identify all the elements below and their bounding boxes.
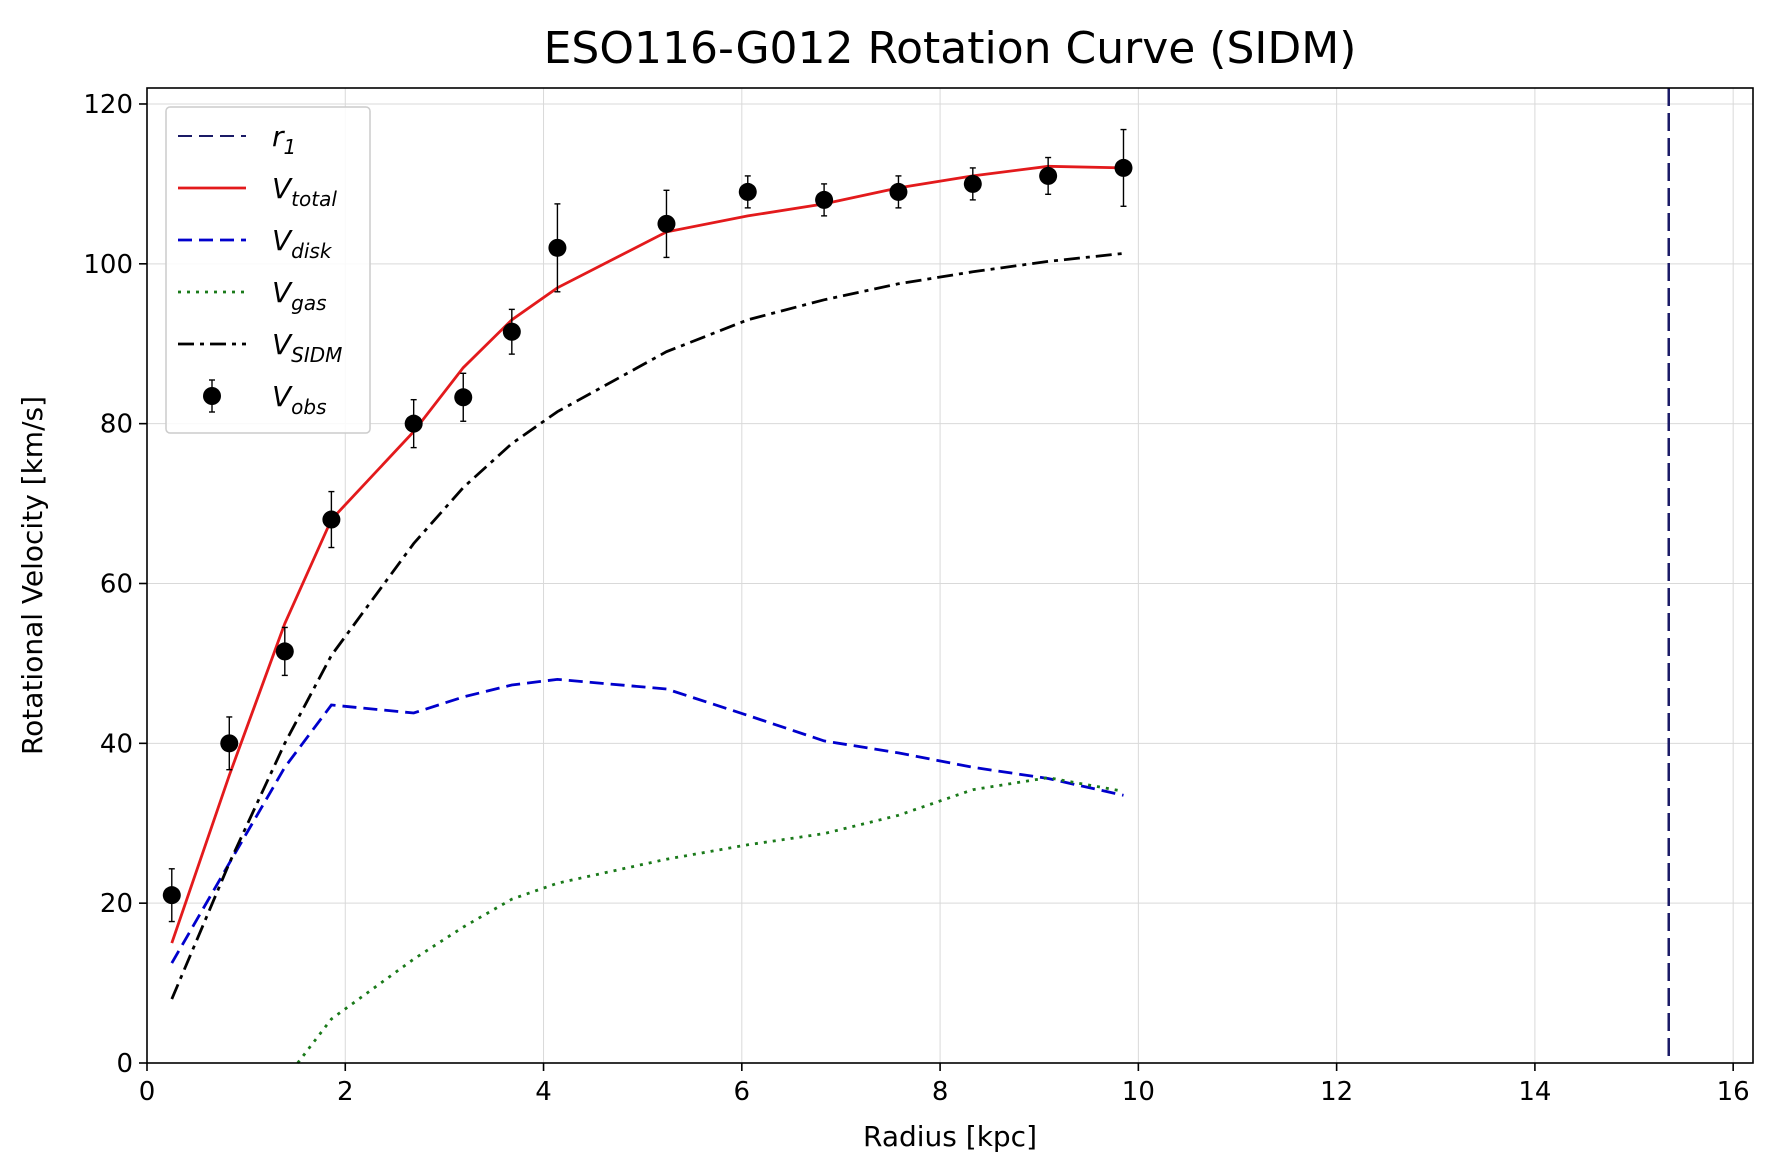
vobs-marker bbox=[815, 190, 834, 209]
vobs-point bbox=[815, 183, 834, 217]
legend-label: Vobs bbox=[272, 380, 327, 419]
y-tick-label: 60 bbox=[100, 569, 133, 599]
x-tick-label: 4 bbox=[535, 1077, 552, 1107]
legend-label-sub: SIDM bbox=[291, 343, 342, 367]
y-tick-label: 120 bbox=[83, 90, 133, 120]
x-tick-label: 10 bbox=[1122, 1077, 1155, 1107]
x-axis-label: Radius [kpc] bbox=[863, 1120, 1037, 1153]
legend-label: Vgas bbox=[272, 276, 327, 315]
vgas-line bbox=[296, 776, 1124, 1064]
vobs-marker bbox=[162, 886, 181, 905]
vobs-point bbox=[322, 490, 341, 549]
vobs-marker bbox=[220, 734, 239, 753]
legend-label-sub: total bbox=[291, 187, 337, 211]
y-tick-label: 80 bbox=[100, 410, 133, 440]
vobs-point bbox=[404, 398, 423, 449]
vobs-marker bbox=[502, 322, 521, 341]
legend-item-r1: r1 bbox=[178, 120, 296, 159]
plot-layer bbox=[162, 88, 1670, 1064]
x-tick-label: 16 bbox=[1717, 1077, 1750, 1107]
vobs-marker bbox=[1114, 158, 1133, 177]
legend-label-sub: gas bbox=[291, 291, 326, 315]
vobs-marker bbox=[404, 414, 423, 433]
vobs-point bbox=[738, 175, 757, 209]
legend-label-sub: obs bbox=[291, 395, 326, 419]
x-tick-label: 0 bbox=[139, 1077, 156, 1107]
legend-label-main: V bbox=[272, 276, 293, 309]
legend-label: VSIDM bbox=[272, 328, 342, 367]
vobs-marker bbox=[548, 238, 567, 257]
x-tick-label: 6 bbox=[734, 1077, 751, 1107]
legend-item-vtotal: Vtotal bbox=[178, 172, 337, 211]
y-tick-label: 100 bbox=[83, 250, 133, 280]
y-tick-label: 0 bbox=[116, 1049, 133, 1079]
vobs-marker bbox=[657, 214, 676, 233]
vobs-marker bbox=[738, 182, 757, 201]
vobs-point bbox=[1039, 156, 1058, 195]
legend-item-vdisk: Vdisk bbox=[178, 224, 333, 263]
grid-layer bbox=[146, 88, 1753, 1064]
legend-label-main: V bbox=[272, 380, 293, 413]
legend-item-vobs: Vobs bbox=[203, 379, 327, 419]
vobs-point bbox=[220, 716, 239, 771]
vdisk-line bbox=[170, 677, 1124, 964]
legend-label-sub: disk bbox=[291, 239, 333, 263]
legend-marker bbox=[203, 387, 221, 405]
tick-layer: 0 2 4 6 8 10 12 14 16 0 20 40 60 80 100 120 bbox=[83, 90, 1749, 1107]
legend-label-main: V bbox=[272, 328, 293, 361]
legend-label-main: r bbox=[272, 120, 285, 153]
x-tick-label: 2 bbox=[337, 1077, 354, 1107]
legend-label: r1 bbox=[272, 120, 296, 159]
vobs-point bbox=[162, 868, 181, 923]
vobs-marker bbox=[963, 174, 982, 193]
vobs-marker bbox=[322, 510, 341, 529]
axes-frame bbox=[146, 87, 1754, 1064]
vsidm-line bbox=[170, 252, 1124, 1000]
y-tick-label: 20 bbox=[100, 889, 133, 919]
legend-label: Vtotal bbox=[272, 172, 337, 211]
y-tick-label: 40 bbox=[100, 729, 133, 759]
legend-item-vgas: Vgas bbox=[178, 276, 327, 315]
vobs-point bbox=[889, 175, 908, 209]
vobs-point bbox=[548, 203, 567, 293]
vobs-point bbox=[454, 372, 473, 422]
legend-box bbox=[165, 106, 371, 434]
vobs-marker bbox=[275, 642, 294, 661]
vobs-point bbox=[1114, 128, 1133, 207]
x-tick-label: 8 bbox=[932, 1077, 949, 1107]
vobs-point bbox=[963, 167, 982, 201]
legend-label-main: V bbox=[272, 224, 293, 257]
x-tick-label: 12 bbox=[1320, 1077, 1353, 1107]
vobs-point bbox=[275, 626, 294, 677]
legend-label-main: V bbox=[272, 172, 293, 205]
legend-label-sub: 1 bbox=[284, 135, 297, 159]
y-axis-label: Rotational Velocity [km/s] bbox=[16, 396, 49, 755]
vobs-marker bbox=[889, 182, 908, 201]
vobs-marker bbox=[1039, 166, 1058, 185]
x-tick-label: 14 bbox=[1518, 1077, 1551, 1107]
legend-label: Vdisk bbox=[272, 224, 333, 263]
chart-title: ESO116-G012 Rotation Curve (SIDM) bbox=[544, 23, 1357, 74]
vobs-point bbox=[657, 189, 676, 259]
vobs-point bbox=[502, 308, 521, 355]
legend-item-vsidm: VSIDM bbox=[178, 328, 342, 367]
vobs-marker bbox=[454, 388, 473, 407]
